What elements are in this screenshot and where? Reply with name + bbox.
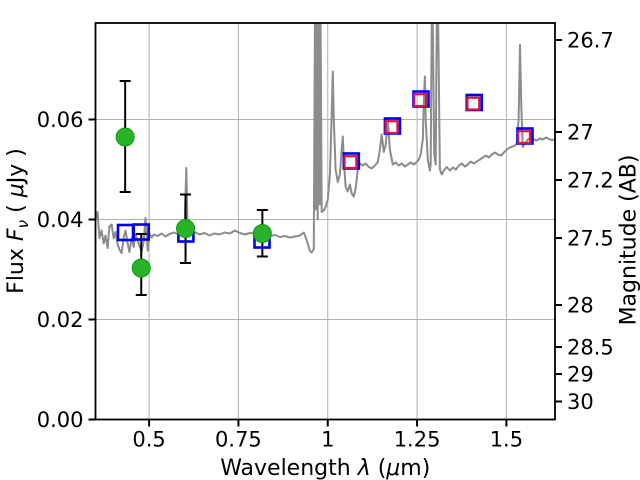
x-axis-label: Wavelength λ (μm)	[220, 456, 431, 480]
green-circle-marker	[115, 127, 135, 147]
y2-tick-label: 27.2	[567, 169, 614, 193]
y2-tick-label: 29	[567, 363, 594, 387]
double-square-inner-crimson	[343, 155, 358, 170]
double-square-inner-crimson	[466, 96, 481, 111]
x-tick-label: 1.5	[490, 428, 523, 452]
y2-tick-label: 26.7	[567, 29, 614, 53]
spectrum-line	[94, 23, 556, 254]
y2-tick-label: 27.5	[567, 227, 614, 251]
double-square-inner-crimson	[384, 120, 399, 135]
y-tick-label: 0.02	[37, 308, 84, 332]
y2-tick-label: 28	[567, 294, 594, 318]
x-tick-label: 0.5	[132, 428, 165, 452]
y-tick-label: 0.06	[37, 108, 84, 132]
y-tick-label: 0.00	[37, 408, 84, 432]
x-tick-label: 1	[321, 428, 334, 452]
x-tick-label: 0.75	[215, 428, 262, 452]
y2-tick-label: 27	[567, 121, 594, 145]
y2-axis-label: Magnitude (AB)	[616, 154, 640, 326]
x-tick-label: 1.25	[394, 428, 441, 452]
y2-tick-label: 30	[567, 390, 594, 414]
green-circle-marker	[131, 258, 151, 278]
y2-tick-label: 28.5	[567, 336, 614, 360]
blue-square-marker	[132, 223, 151, 241]
y-axis-label: Flux Fν ( μJy )	[3, 148, 33, 295]
green-circle-marker	[176, 219, 196, 238]
y-tick-label: 0.04	[37, 208, 84, 232]
double-square-inner-crimson	[413, 93, 428, 108]
green-circle-marker	[252, 224, 272, 243]
plot-border	[94, 22, 556, 421]
double-square-inner-crimson	[517, 130, 532, 145]
